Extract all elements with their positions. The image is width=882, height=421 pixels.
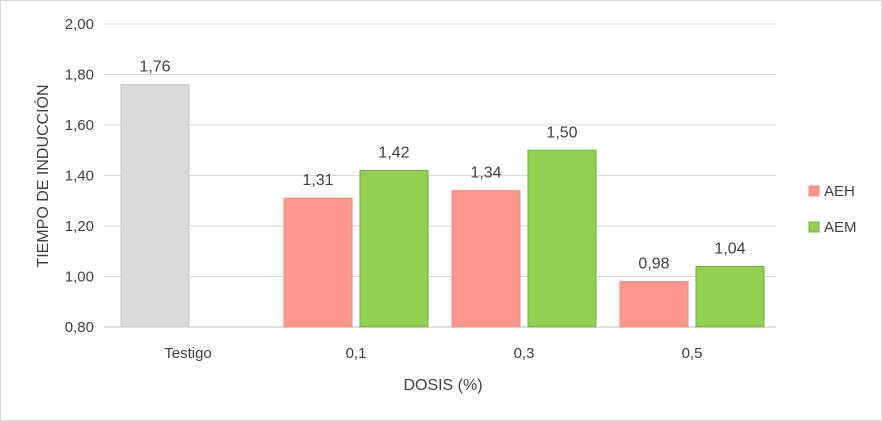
y-tick-label: 1,20 (65, 218, 94, 235)
bar-aem-0,1 (359, 169, 429, 328)
x-axis-title: DOSIS (%) (403, 377, 482, 394)
x-tick-label: 0,3 (514, 345, 535, 362)
data-label: 1,50 (546, 124, 577, 141)
x-tick-label: Testigo (164, 345, 212, 362)
x-tick-labels: Testigo 0,1 0,3 0,5 (164, 345, 702, 362)
y-tick-label: 1,40 (65, 168, 94, 185)
legend-label-aeh: AEH (824, 183, 855, 200)
data-label: 1,34 (470, 165, 501, 182)
legend: AEH AEM (808, 183, 857, 236)
y-tick-labels: 0,80 1,00 1,20 1,40 1,60 1,80 2,00 (65, 16, 94, 336)
y-axis-title: TIEMPO DE INDUCCIÓN (33, 84, 52, 267)
legend-swatch-aem (808, 221, 820, 233)
bar-aeh-0,1 (283, 197, 353, 328)
data-label: 1,42 (378, 144, 409, 161)
y-tick-label: 1,80 (65, 67, 94, 84)
y-tick-label: 1,00 (65, 269, 94, 286)
bar-aem-0,5 (695, 265, 765, 328)
y-tick-label: 0,80 (65, 319, 94, 336)
data-label: 0,98 (638, 256, 669, 273)
bar-aeh-0,5 (619, 281, 689, 328)
legend-swatch-aeh (808, 185, 820, 197)
y-tick-label: 1,60 (65, 117, 94, 134)
bars (120, 84, 765, 328)
legend-label-aem: AEM (824, 219, 857, 236)
data-label: 1,76 (139, 59, 170, 76)
bar-aeh-0,3 (451, 190, 521, 328)
bar-aem-0,3 (527, 149, 597, 328)
bar-testigo-Testigo (120, 84, 190, 328)
x-tick-label: 0,5 (682, 345, 703, 362)
data-label: 1,04 (714, 240, 745, 257)
x-tick-label: 0,1 (346, 345, 367, 362)
data-label: 1,31 (302, 172, 333, 189)
data-labels: 1,76 1,31 1,42 1,34 1,50 0,98 1,04 (139, 59, 745, 273)
y-tick-label: 2,00 (65, 16, 94, 33)
